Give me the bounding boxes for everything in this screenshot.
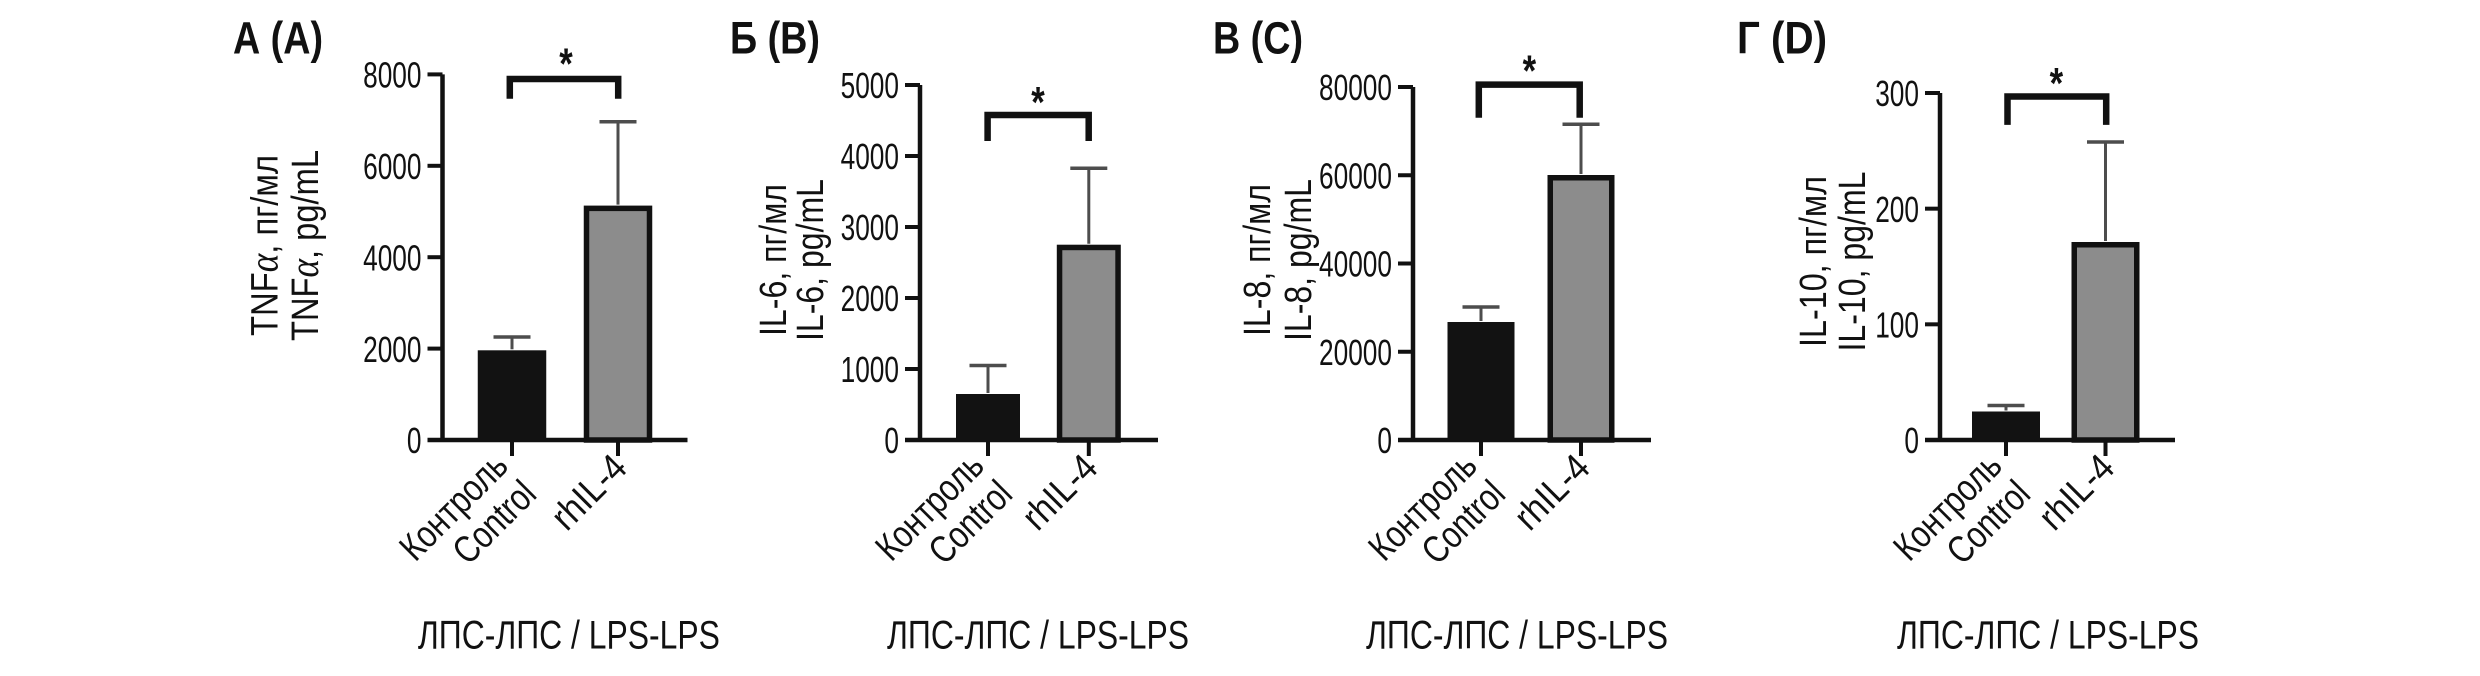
svg-text:ЛПС-ЛПС / LPS-LPS: ЛПС-ЛПС / LPS-LPS	[1897, 614, 2199, 658]
svg-text:100: 100	[1875, 305, 1919, 346]
svg-text:300: 300	[1875, 73, 1919, 114]
svg-text:IL-10, pg/mL: IL-10, pg/mL	[1832, 172, 1874, 352]
svg-text:3000: 3000	[841, 207, 899, 248]
svg-text:А (А): А (А)	[233, 13, 323, 64]
svg-text:2000: 2000	[841, 278, 899, 319]
svg-text:IL-6, pg/mL: IL-6, pg/mL	[790, 179, 832, 341]
svg-text:Б (B): Б (B)	[730, 13, 820, 64]
svg-text:4000: 4000	[841, 136, 899, 177]
svg-text:4000: 4000	[363, 237, 421, 278]
svg-text:TNFα, пг/мл: TNFα, пг/мл	[241, 155, 287, 336]
svg-text:6000: 6000	[363, 146, 421, 187]
svg-text:IL-8, пг/мл: IL-8, пг/мл	[1237, 184, 1279, 336]
svg-text:*: *	[1031, 78, 1045, 127]
svg-text:*: *	[2050, 59, 2064, 108]
svg-text:5000: 5000	[841, 65, 899, 106]
svg-text:60000: 60000	[1319, 155, 1392, 196]
svg-text:ЛПС-ЛПС / LPS-LPS: ЛПС-ЛПС / LPS-LPS	[1366, 614, 1668, 658]
svg-text:В (C): В (C)	[1213, 13, 1303, 64]
svg-text:40000: 40000	[1319, 244, 1392, 285]
svg-text:IL-6, пг/мл: IL-6, пг/мл	[753, 184, 795, 336]
svg-text:*: *	[559, 39, 573, 88]
svg-text:1000: 1000	[841, 349, 899, 390]
svg-text:Г (D): Г (D)	[1737, 13, 1827, 64]
svg-text:200: 200	[1875, 189, 1919, 230]
svg-text:20000: 20000	[1319, 332, 1392, 373]
svg-text:IL-8, pg/mL: IL-8, pg/mL	[1278, 179, 1320, 341]
svg-text:0: 0	[1904, 420, 1919, 461]
svg-text:2000: 2000	[363, 329, 421, 370]
svg-text:TNFα, pg/mL: TNFα, pg/mL	[281, 150, 327, 341]
svg-text:0: 0	[1377, 420, 1392, 461]
svg-text:ЛПС-ЛПС / LPS-LPS: ЛПС-ЛПС / LPS-LPS	[887, 614, 1189, 658]
svg-text:0: 0	[407, 420, 422, 461]
svg-text:ЛПС-ЛПС / LPS-LPS: ЛПС-ЛПС / LPS-LPS	[418, 614, 720, 658]
svg-text:IL-10, пг/мл: IL-10, пг/мл	[1793, 176, 1835, 347]
svg-text:80000: 80000	[1319, 67, 1392, 108]
svg-text:0: 0	[884, 420, 899, 461]
svg-text:8000: 8000	[363, 55, 421, 96]
svg-text:*: *	[1523, 47, 1537, 96]
